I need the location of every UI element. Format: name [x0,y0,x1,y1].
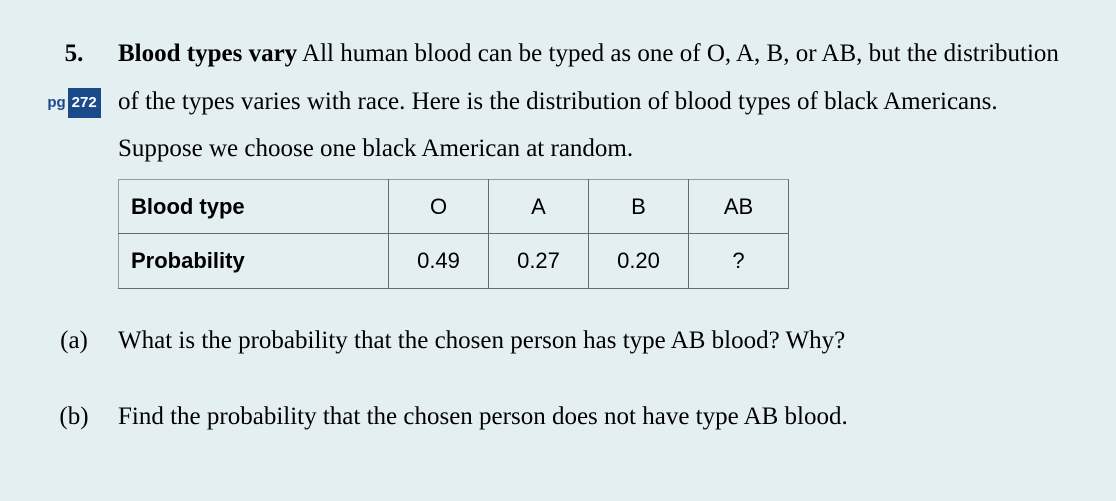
part-label: (a) [30,317,118,365]
table-cell: O [389,179,489,234]
part-label: (b) [30,393,118,441]
table-cell: 0.20 [589,234,689,289]
problem-block: 5. pg272 Blood types vary All human bloo… [30,30,1076,289]
part-text: Find the probability that the chosen per… [118,393,1076,441]
table-cell: 0.27 [489,234,589,289]
table-cell: 0.49 [389,234,489,289]
problem-body: Blood types vary All human blood can be … [118,30,1076,289]
table-row: Blood type O A B AB [119,179,789,234]
table-cell: A [489,179,589,234]
sub-parts: (a) What is the probability that the cho… [30,317,1076,440]
blood-type-table: Blood type O A B AB Probability 0.49 0.2… [118,179,789,290]
problem-title: Blood types vary [118,40,297,67]
page-reference-badge: pg272 [47,88,100,119]
part-text: What is the probability that the chosen … [118,317,1076,365]
table-row: Probability 0.49 0.27 0.20 ? [119,234,789,289]
part-b: (b) Find the probability that the chosen… [30,393,1076,441]
table-cell: ? [689,234,789,289]
left-margin: 5. pg272 [30,30,118,118]
table-cell: B [589,179,689,234]
problem-number: 5. [30,30,118,78]
part-a: (a) What is the probability that the cho… [30,317,1076,365]
page-number: 272 [68,88,101,119]
table-cell: AB [689,179,789,234]
page-prefix: pg [47,89,67,118]
row-label: Probability [119,234,389,289]
problem-statement: Blood types vary All human blood can be … [118,30,1076,173]
row-label: Blood type [119,179,389,234]
